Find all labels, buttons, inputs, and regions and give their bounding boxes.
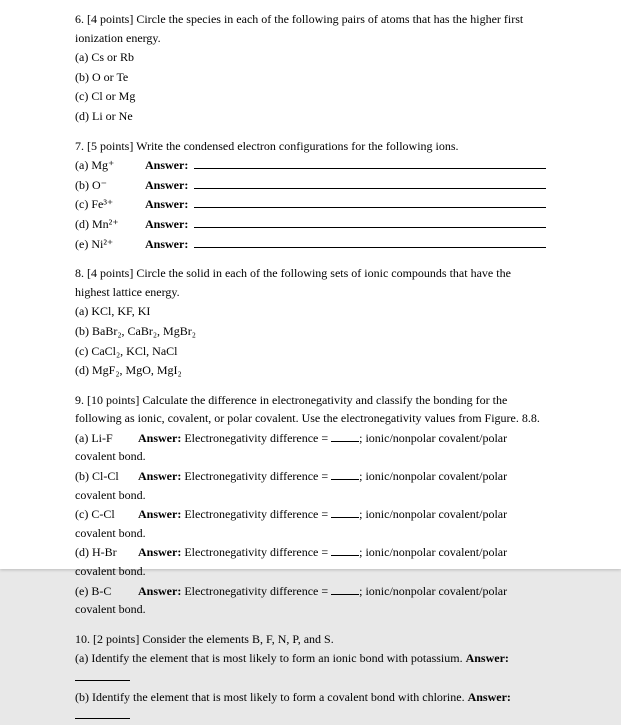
q7-b-label: (b) O⁻ — [75, 176, 145, 195]
q7-b-row: (b) O⁻ Answer: — [75, 176, 546, 195]
answer-label: Answer: — [138, 431, 181, 445]
answer-blank[interactable] — [331, 507, 359, 518]
q6-a: (a) Cs or Rb — [75, 48, 546, 67]
endiff-text: Electronegativity difference = — [181, 584, 331, 598]
q10-b-row: (b) Identify the element that is most li… — [75, 688, 546, 725]
answer-blank[interactable] — [331, 583, 359, 594]
answer-blank[interactable] — [194, 216, 546, 228]
endiff-text: Electronegativity difference = — [181, 431, 331, 445]
answer-label: Answer: — [138, 545, 181, 559]
question-8: 8. [4 points] Circle the solid in each o… — [75, 264, 546, 380]
q7-c-row: (c) Fe³⁺ Answer: — [75, 195, 546, 214]
answer-blank[interactable] — [194, 157, 546, 169]
answer-blank[interactable] — [331, 469, 359, 480]
q9-prompt: 9. [10 points] Calculate the difference … — [75, 391, 546, 428]
answer-label: Answer: — [138, 507, 181, 521]
q6-c: (c) Cl or Mg — [75, 87, 546, 106]
q7-a-label: (a) Mg⁺ — [75, 156, 145, 175]
question-7: 7. [5 points] Write the condensed electr… — [75, 137, 546, 254]
q8-d: (d) MgF₂, MgO, MgI₂ — [75, 361, 546, 380]
q9-a-row: (a) Li-F Answer: Electronegativity diffe… — [75, 429, 546, 466]
answer-label: Answer: — [145, 235, 188, 254]
q7-a-row: (a) Mg⁺ Answer: — [75, 156, 546, 175]
q9-d-row: (d) H-Br Answer: Electronegativity diffe… — [75, 543, 546, 580]
q10-prompt: 10. [2 points] Consider the elements B, … — [75, 630, 546, 649]
q10-a-text: (a) Identify the element that is most li… — [75, 651, 466, 665]
answer-label: Answer: — [468, 690, 511, 704]
q8-b: (b) BaBr₂, CaBr₂, MgBr₂ — [75, 322, 546, 341]
q7-prompt: 7. [5 points] Write the condensed electr… — [75, 137, 546, 156]
worksheet-page: 6. [4 points] Circle the species in each… — [0, 0, 621, 569]
answer-label: Answer: — [138, 469, 181, 483]
q7-c-label: (c) Fe³⁺ — [75, 195, 145, 214]
q9-d-label: (d) H-Br — [75, 543, 135, 562]
q7-e-row: (e) Ni²⁺ Answer: — [75, 235, 546, 254]
question-9: 9. [10 points] Calculate the difference … — [75, 391, 546, 619]
q9-a-label: (a) Li-F — [75, 429, 135, 448]
answer-blank[interactable] — [75, 670, 130, 681]
q8-a: (a) KCl, KF, KI — [75, 302, 546, 321]
q9-e-row: (e) B-C Answer: Electronegativity differ… — [75, 582, 546, 619]
question-6: 6. [4 points] Circle the species in each… — [75, 10, 546, 126]
answer-label: Answer: — [145, 176, 188, 195]
q9-c-label: (c) C-Cl — [75, 505, 135, 524]
question-10: 10. [2 points] Consider the elements B, … — [75, 630, 546, 725]
answer-blank[interactable] — [331, 431, 359, 442]
answer-blank[interactable] — [194, 197, 546, 209]
answer-label: Answer: — [466, 651, 509, 665]
q9-b-label: (b) Cl-Cl — [75, 467, 135, 486]
endiff-text: Electronegativity difference = — [181, 545, 331, 559]
q7-d-label: (d) Mn²⁺ — [75, 215, 145, 234]
answer-blank[interactable] — [331, 545, 359, 556]
answer-label: Answer: — [145, 156, 188, 175]
answer-blank[interactable] — [194, 177, 546, 189]
q10-b-text: (b) Identify the element that is most li… — [75, 690, 468, 704]
answer-label: Answer: — [145, 195, 188, 214]
endiff-text: Electronegativity difference = — [181, 507, 331, 521]
q6-b: (b) O or Te — [75, 68, 546, 87]
q9-b-row: (b) Cl-Cl Answer: Electronegativity diff… — [75, 467, 546, 504]
q9-e-label: (e) B-C — [75, 582, 135, 601]
q9-c-row: (c) C-Cl Answer: Electronegativity diffe… — [75, 505, 546, 542]
q7-d-row: (d) Mn²⁺ Answer: — [75, 215, 546, 234]
answer-label: Answer: — [145, 215, 188, 234]
q10-a-row: (a) Identify the element that is most li… — [75, 649, 546, 686]
answer-blank[interactable] — [75, 708, 130, 719]
q8-c: (c) CaCl₂, KCl, NaCl — [75, 342, 546, 361]
q6-d: (d) Li or Ne — [75, 107, 546, 126]
endiff-text: Electronegativity difference = — [181, 469, 331, 483]
answer-blank[interactable] — [194, 236, 546, 248]
q6-prompt: 6. [4 points] Circle the species in each… — [75, 10, 546, 47]
answer-label: Answer: — [138, 584, 181, 598]
q7-e-label: (e) Ni²⁺ — [75, 235, 145, 254]
q8-prompt: 8. [4 points] Circle the solid in each o… — [75, 264, 546, 301]
